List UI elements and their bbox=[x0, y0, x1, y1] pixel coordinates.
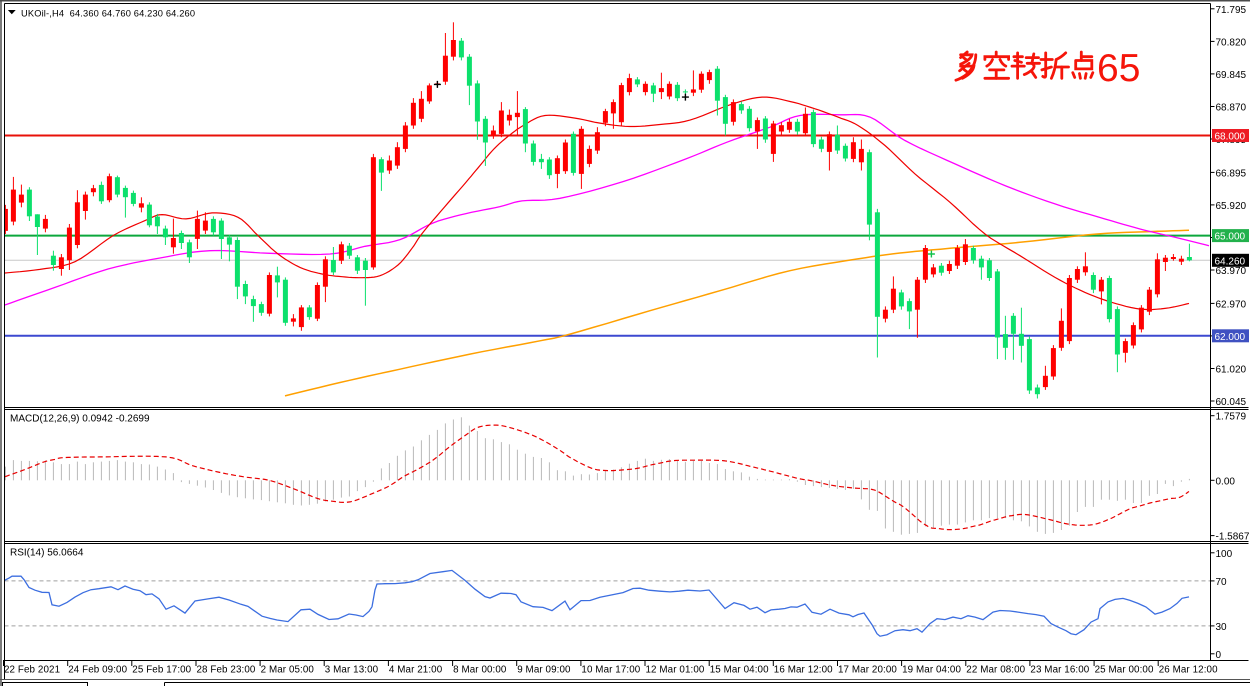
svg-text:68.000: 68.000 bbox=[1215, 132, 1246, 143]
svg-text:25 Mar 00:00: 25 Mar 00:00 bbox=[1095, 665, 1154, 676]
svg-text:30: 30 bbox=[1216, 622, 1228, 633]
svg-text:62.000: 62.000 bbox=[1215, 332, 1246, 343]
svg-text:1.7579: 1.7579 bbox=[1216, 412, 1247, 423]
svg-text:RSI(14) 56.0664: RSI(14) 56.0664 bbox=[10, 548, 84, 559]
svg-text:0: 0 bbox=[1216, 650, 1222, 661]
svg-text:24 Feb 09:00: 24 Feb 09:00 bbox=[68, 665, 127, 676]
svg-text:65.000: 65.000 bbox=[1215, 232, 1246, 243]
svg-text:15 Mar 04:00: 15 Mar 04:00 bbox=[710, 665, 769, 676]
svg-text:26 Mar 12:00: 26 Mar 12:00 bbox=[1159, 665, 1218, 676]
svg-text:25 Feb 17:00: 25 Feb 17:00 bbox=[132, 665, 191, 676]
svg-text:61.020: 61.020 bbox=[1216, 365, 1247, 376]
svg-text:17 Mar 20:00: 17 Mar 20:00 bbox=[838, 665, 897, 676]
svg-text:10 Mar 17:00: 10 Mar 17:00 bbox=[581, 665, 640, 676]
svg-text:62.970: 62.970 bbox=[1216, 299, 1247, 310]
svg-text:16 Mar 12:00: 16 Mar 12:00 bbox=[774, 665, 833, 676]
svg-text:65.920: 65.920 bbox=[1216, 201, 1247, 212]
svg-text:71.795: 71.795 bbox=[1216, 5, 1247, 16]
svg-text:0.00: 0.00 bbox=[1216, 476, 1236, 487]
svg-text:64.260: 64.260 bbox=[1215, 256, 1246, 267]
svg-text:22 Feb 2021: 22 Feb 2021 bbox=[4, 665, 60, 676]
svg-text:69.845: 69.845 bbox=[1216, 70, 1247, 81]
svg-text:28 Feb 23:00: 28 Feb 23:00 bbox=[197, 665, 256, 676]
svg-text:4 Mar 21:00: 4 Mar 21:00 bbox=[389, 665, 443, 676]
svg-text:70.820: 70.820 bbox=[1216, 37, 1247, 48]
svg-text:22 Mar 08:00: 22 Mar 08:00 bbox=[966, 665, 1025, 676]
svg-text:19 Mar 04:00: 19 Mar 04:00 bbox=[902, 665, 961, 676]
svg-text:3 Mar 13:00: 3 Mar 13:00 bbox=[325, 665, 379, 676]
svg-text:100: 100 bbox=[1216, 549, 1233, 560]
svg-text:68.870: 68.870 bbox=[1216, 103, 1247, 114]
svg-text:65: 65 bbox=[1097, 47, 1140, 90]
svg-text:70: 70 bbox=[1216, 577, 1228, 588]
svg-text:2 Mar 05:00: 2 Mar 05:00 bbox=[261, 665, 315, 676]
svg-text:60.045: 60.045 bbox=[1216, 397, 1247, 408]
svg-text:-1.5867: -1.5867 bbox=[1216, 532, 1250, 543]
svg-text:MACD(12,26,9) 0.0942 -0.2699: MACD(12,26,9) 0.0942 -0.2699 bbox=[10, 414, 150, 425]
svg-text:23 Mar 16:00: 23 Mar 16:00 bbox=[1030, 665, 1089, 676]
svg-text:66.895: 66.895 bbox=[1216, 168, 1247, 179]
svg-text:UKOil-,H4 64.360 64.760 64.23: UKOil-,H4 64.360 64.760 64.230 64.260 bbox=[21, 9, 195, 19]
svg-text:63.970: 63.970 bbox=[1216, 266, 1247, 277]
svg-text:12 Mar 01:00: 12 Mar 01:00 bbox=[646, 665, 705, 676]
svg-text:8 Mar 00:00: 8 Mar 00:00 bbox=[453, 665, 507, 676]
svg-text:9 Mar 09:00: 9 Mar 09:00 bbox=[517, 665, 571, 676]
